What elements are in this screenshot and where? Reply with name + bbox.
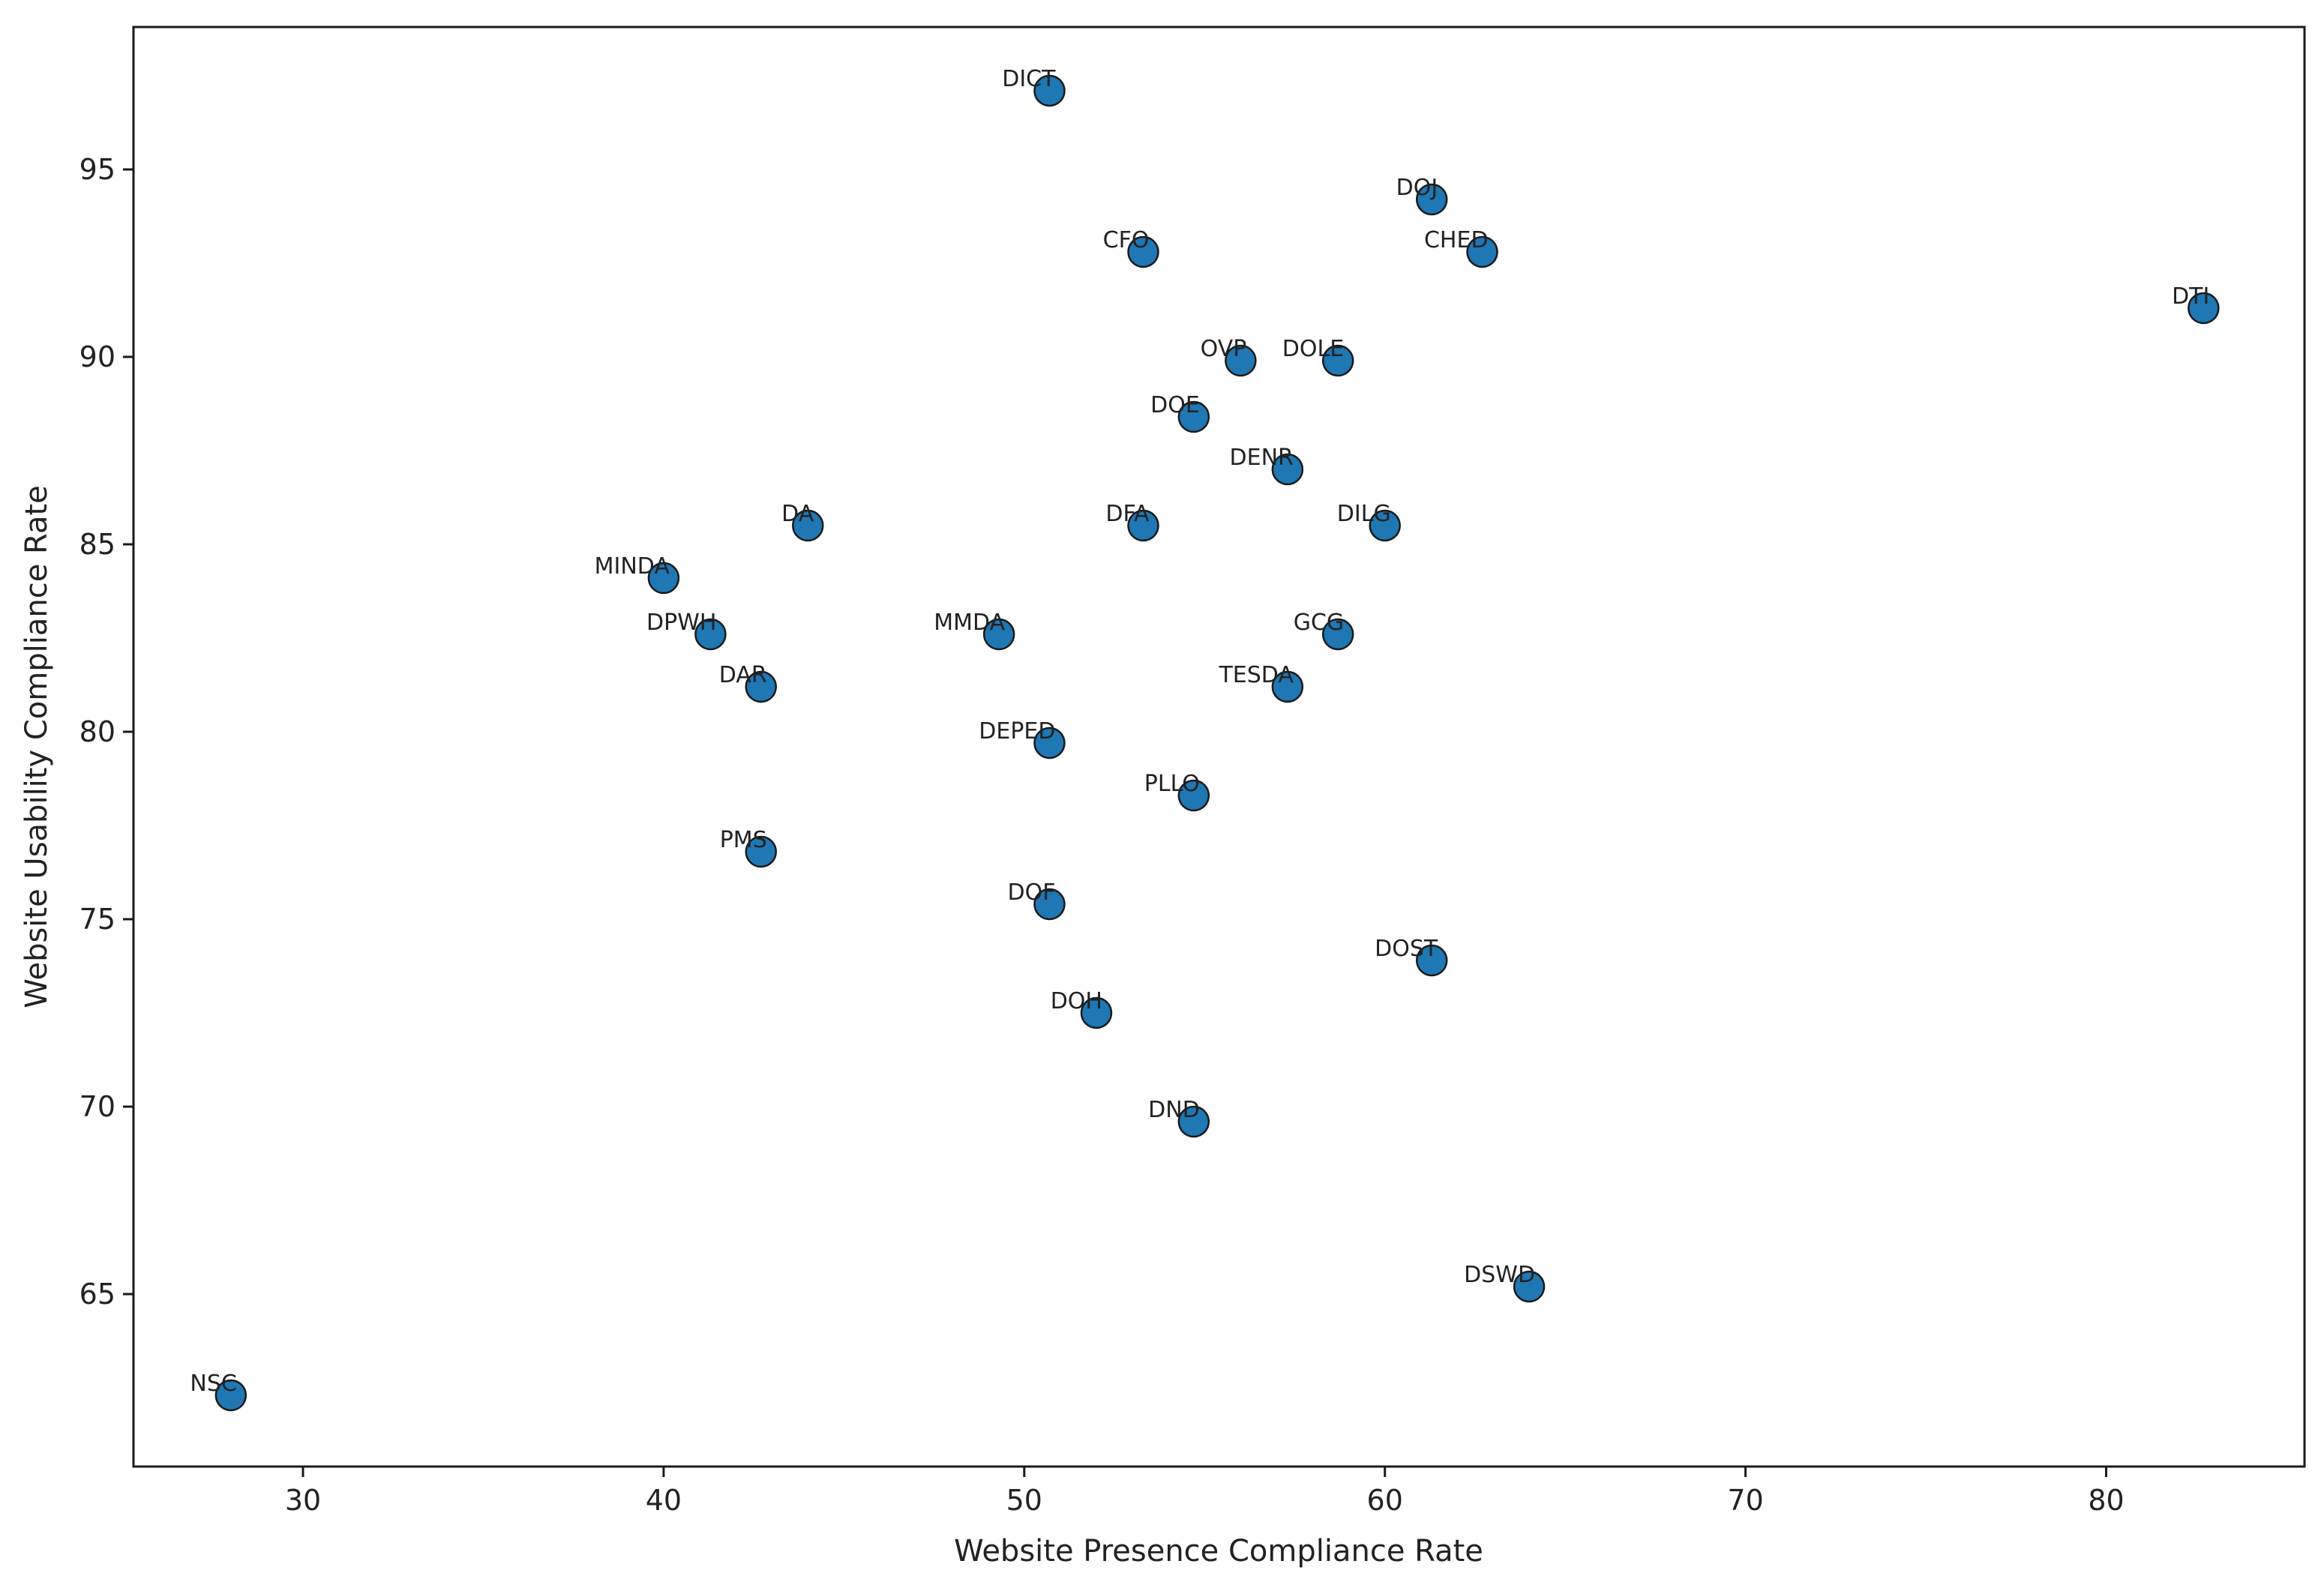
data-point-label: DPWH bbox=[646, 610, 716, 636]
y-tick-label: 95 bbox=[79, 153, 115, 186]
data-point-ovp bbox=[1225, 344, 1257, 377]
y-tick-label: 70 bbox=[79, 1090, 115, 1123]
x-tick-label: 70 bbox=[1727, 1484, 1763, 1517]
data-point-tesda bbox=[1271, 670, 1304, 703]
data-point-label: DOJ bbox=[1396, 175, 1438, 201]
data-point-labels: DICT DOJ CFO CHED DTI OVP DOLE DOE DENR DA DFA DILG… bbox=[190, 66, 2209, 1397]
data-point-label: DAR bbox=[719, 662, 767, 688]
data-point-ched bbox=[1466, 235, 1498, 268]
y-axis-ticks: 65 70 75 80 85 90 95 bbox=[79, 153, 133, 1311]
data-point-dnd bbox=[1177, 1105, 1210, 1138]
data-point-label: OVP bbox=[1201, 336, 1247, 362]
plot-area-frame bbox=[132, 25, 2306, 1468]
x-axis-ticks: 30 40 50 60 70 80 bbox=[285, 1467, 2125, 1517]
data-point-pms bbox=[745, 835, 778, 868]
data-point-dof bbox=[1033, 888, 1066, 921]
y-tick-label: 90 bbox=[79, 340, 115, 373]
data-point-dar bbox=[745, 670, 778, 703]
data-point-deped bbox=[1033, 727, 1066, 760]
data-point-label: PMS bbox=[720, 827, 767, 853]
data-point-label: MINDA bbox=[595, 553, 670, 580]
data-point-label: DENR bbox=[1230, 445, 1294, 471]
data-point-label: DICT bbox=[1002, 66, 1056, 92]
data-point-doe bbox=[1177, 400, 1210, 433]
data-point-label: PLLO bbox=[1144, 771, 1200, 797]
x-axis-label: Website Presence Compliance Rate bbox=[954, 1534, 1483, 1569]
data-point-label: DOLE bbox=[1282, 336, 1344, 362]
data-point-label: NSC bbox=[190, 1371, 236, 1397]
data-point-label: DOF bbox=[1007, 879, 1055, 906]
data-point-gcg bbox=[1321, 618, 1354, 651]
data-point-label: DND bbox=[1148, 1097, 1200, 1123]
data-point-label: DILG bbox=[1337, 501, 1391, 527]
x-tick-label: 50 bbox=[1006, 1484, 1042, 1517]
data-point-label: TESDA bbox=[1218, 662, 1294, 688]
data-point-label: GCG bbox=[1294, 610, 1344, 636]
data-point-cfo bbox=[1127, 235, 1159, 268]
data-point-label: DOST bbox=[1375, 936, 1438, 962]
y-tick-label: 85 bbox=[79, 528, 115, 561]
data-point-dpwh bbox=[694, 618, 727, 651]
data-point-dfa bbox=[1127, 509, 1159, 542]
data-point-label: DEPED bbox=[979, 718, 1055, 745]
data-point-label: DOH bbox=[1051, 988, 1102, 1014]
y-tick-label: 80 bbox=[79, 715, 115, 748]
data-point-da bbox=[792, 509, 824, 542]
x-tick-label: 60 bbox=[1367, 1484, 1403, 1517]
y-tick-label: 65 bbox=[79, 1278, 115, 1311]
y-tick-label: 75 bbox=[79, 903, 115, 936]
data-point-minda bbox=[647, 562, 680, 595]
data-point-label: DTI bbox=[2172, 283, 2209, 310]
data-point-doh bbox=[1080, 996, 1113, 1029]
data-point-label: DSWD bbox=[1464, 1262, 1535, 1288]
data-point-doj bbox=[1415, 183, 1448, 216]
data-point-pllo bbox=[1177, 779, 1210, 812]
data-point-label: CHED bbox=[1424, 227, 1489, 253]
data-points bbox=[214, 74, 2220, 1412]
data-point-nsc bbox=[214, 1379, 247, 1412]
data-point-label: CFO bbox=[1103, 227, 1150, 253]
data-point-dole bbox=[1321, 344, 1354, 377]
data-point-label: DA bbox=[781, 501, 814, 527]
x-tick-label: 40 bbox=[646, 1484, 682, 1517]
data-point-label: MMDA bbox=[934, 610, 1005, 636]
data-point-dost bbox=[1415, 944, 1448, 977]
data-point-mmda bbox=[982, 618, 1015, 651]
data-point-dict bbox=[1033, 74, 1066, 107]
data-point-dswd bbox=[1513, 1270, 1546, 1303]
data-point-denr bbox=[1271, 453, 1304, 486]
data-point-label: DOE bbox=[1150, 392, 1200, 418]
data-point-label: DFA bbox=[1105, 501, 1150, 527]
data-point-dilg bbox=[1369, 509, 1401, 542]
data-point-dti bbox=[2188, 292, 2220, 325]
x-tick-label: 80 bbox=[2088, 1484, 2124, 1517]
y-axis-label: Website Usability Compliance Rate bbox=[19, 485, 54, 1008]
x-tick-label: 30 bbox=[285, 1484, 321, 1517]
